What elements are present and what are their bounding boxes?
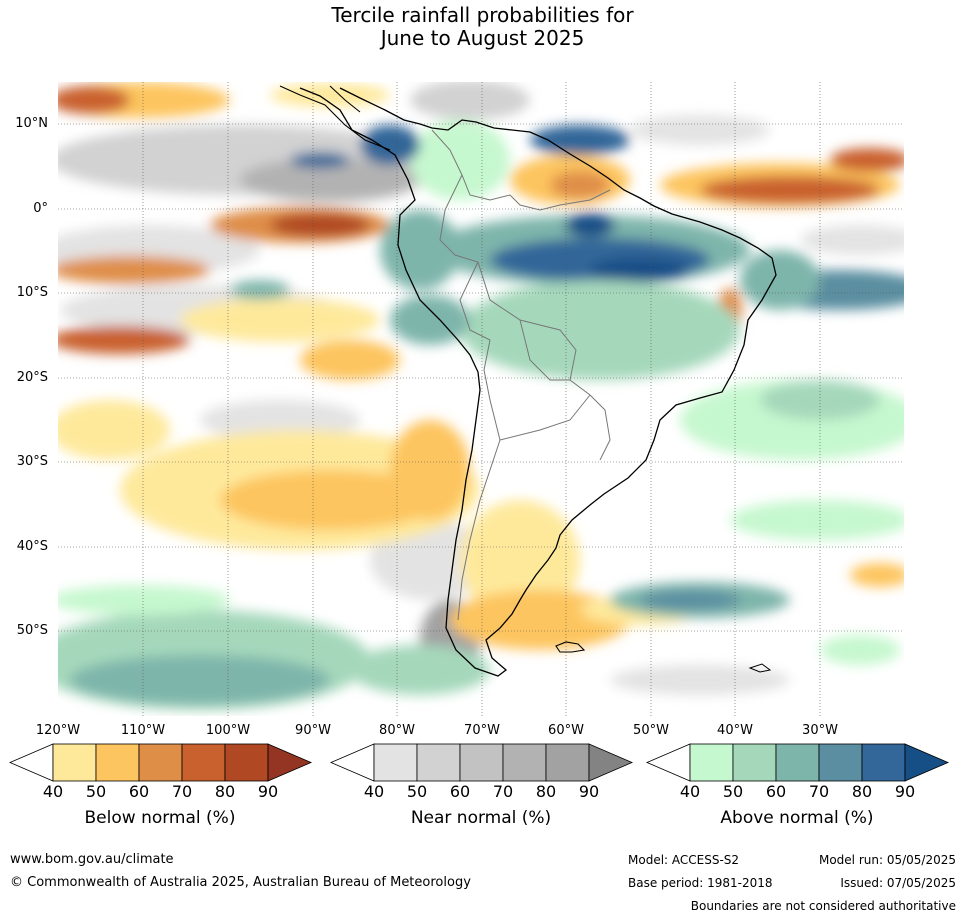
footer-disclaimer: Boundaries are not considered authoritat… [690,899,956,913]
colorbar-tick-label: 60 [449,782,471,801]
colorbar-above-title: Above normal (%) [720,808,874,828]
chart-title: Tercile rainfall probabilities for June … [0,4,965,50]
colorbar-extend-low [8,743,54,782]
colorbar-segment [732,743,777,782]
graticule [58,82,904,716]
colorbar-tick-label: 70 [808,782,830,801]
colorbar-tick-label: 40 [679,782,701,801]
colorbar-tick-label: 70 [492,782,514,801]
colorbar-tick-label: 50 [85,782,107,801]
colorbar-above-normal [645,743,950,782]
colorbar-segment [775,743,820,782]
lon-label: 110°W [120,723,166,738]
colorbar-tick-label: 50 [406,782,428,801]
probability-field [58,82,904,716]
lat-label: 40°S [16,539,48,554]
colorbar-segment [95,743,140,782]
lon-label: 100°W [205,723,251,738]
lat-label: 50°S [16,623,48,638]
colorbar-tick-label: 40 [363,782,385,801]
colorbar-near-title: Near normal (%) [410,808,552,828]
colorbar-segment [416,743,461,782]
lon-label: 50°W [633,723,669,738]
probability-blobs [58,82,904,710]
lon-label: 90°W [295,723,331,738]
footer-model-run: Model run: 05/05/2025 [818,853,956,867]
colorbar-segment [459,743,504,782]
colorbar-segment [861,743,906,782]
lat-label: 30°S [16,454,48,469]
lon-label: 80°W [379,723,415,738]
lon-label: 60°W [548,723,584,738]
colorbar-tick-label: 90 [578,782,600,801]
colorbar-extend-low [329,743,375,782]
colorbar-segment [181,743,226,782]
colorbar-below-title: Below normal (%) [84,808,236,828]
colorbar-extend-low [645,743,691,782]
footer-issued: Issued: 07/05/2025 [840,876,956,890]
lat-label: 10°N [15,116,48,131]
lon-label: 70°W [464,723,500,738]
title-line-2: June to August 2025 [380,26,585,50]
colorbar-near-normal [329,743,634,782]
colorbar-segment [138,743,183,782]
lon-label: 120°W [35,723,81,738]
colorbar-segment [224,743,269,782]
country-borders [431,129,611,621]
colorbar-segment [689,743,734,782]
colorbar-segment [502,743,547,782]
colorbar-tick-label: 90 [894,782,916,801]
lat-label: 0° [33,201,48,216]
colorbar-tick-label: 60 [765,782,787,801]
central-america-coastline [279,85,391,151]
colorbar-tick-label: 50 [722,782,744,801]
south-georgia [748,663,772,673]
colorbar-segment [545,743,590,782]
colorbar-extend-high [588,743,634,782]
footer-url: www.bom.gov.au/climate [10,852,174,867]
colorbar-segment [818,743,863,782]
colorbar-below-normal [8,743,313,782]
colorbar-tick-label: 80 [535,782,557,801]
lat-label: 10°S [16,285,48,300]
colorbar-segment [373,743,418,782]
colorbar-tick-label: 80 [851,782,873,801]
colorbar-tick-label: 70 [171,782,193,801]
title-line-1: Tercile rainfall probabilities for [331,3,634,27]
colorbar-extend-high [904,743,950,782]
colorbar-tick-label: 40 [42,782,64,801]
falkland-islands [555,641,586,653]
colorbar-tick-label: 90 [257,782,279,801]
footer-model: Model: ACCESS-S2 [628,853,740,867]
colorbar-tick-label: 60 [128,782,150,801]
colorbar-segment [52,743,97,782]
colorbar-tick-label: 80 [214,782,236,801]
colorbar-extend-high [267,743,313,782]
footer-base-period: Base period: 1981-2018 [628,876,773,890]
lon-label: 30°W [802,723,838,738]
lon-label: 40°W [717,723,753,738]
south-america-coastline [299,87,777,677]
lat-label: 20°S [16,370,48,385]
footer-copyright: © Commonwealth of Australia 2025, Austra… [10,875,471,890]
